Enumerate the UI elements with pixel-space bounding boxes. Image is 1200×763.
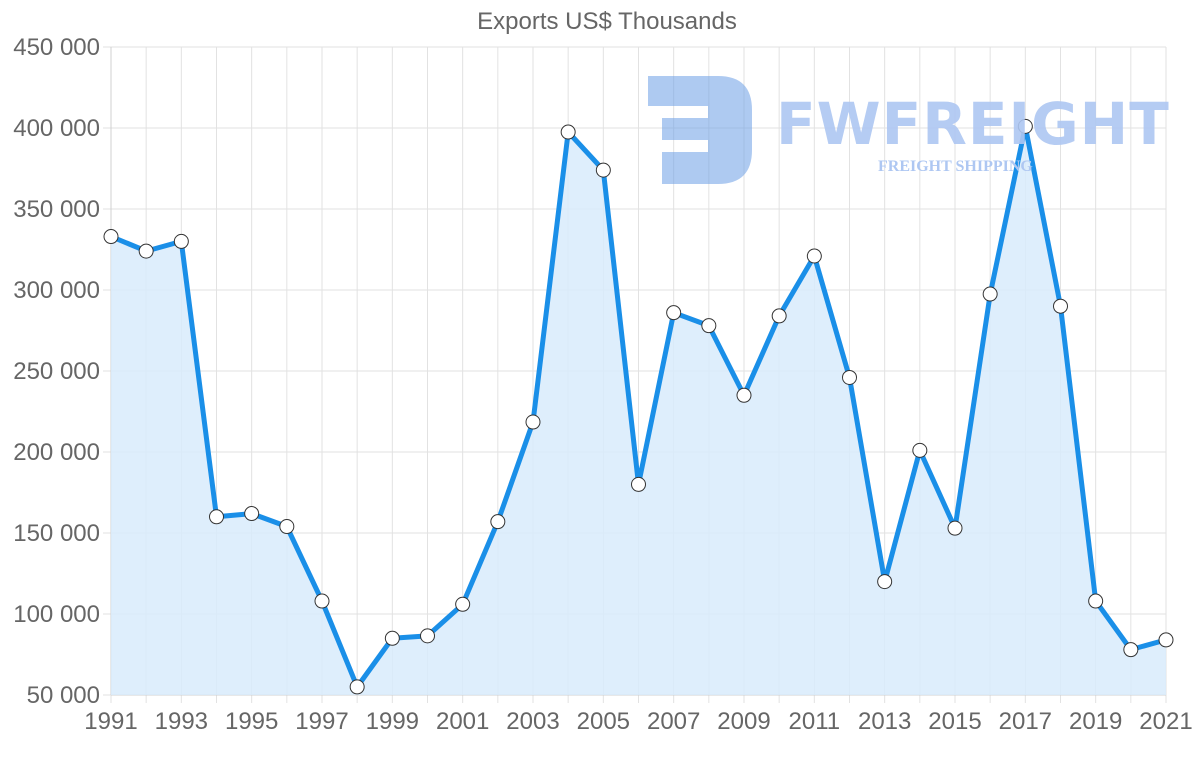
data-point[interactable] [173, 233, 189, 249]
x-tick-label: 1991 [84, 708, 137, 735]
data-point[interactable] [314, 593, 330, 609]
x-tick-label: 1993 [155, 708, 208, 735]
x-tick-label: 2011 [789, 708, 841, 735]
area-fill [111, 126, 1166, 695]
data-point[interactable] [912, 442, 928, 458]
y-axis: 50 000 100 000 150 000 200 000 250 000 300 00… [13, 34, 100, 709]
data-point[interactable] [279, 519, 295, 535]
data-point[interactable] [595, 162, 611, 178]
data-point[interactable] [877, 574, 893, 590]
data-point[interactable] [420, 628, 435, 644]
y-tick-label: 350 000 [13, 196, 100, 223]
data-point[interactable] [947, 520, 963, 536]
x-tick-label: 2005 [577, 708, 630, 735]
data-point[interactable] [138, 243, 154, 259]
x-tick-label: 2021 [1139, 708, 1192, 735]
data-points [103, 118, 1174, 695]
data-point[interactable] [244, 506, 260, 522]
data-point[interactable] [384, 630, 400, 646]
y-tick-label: 200 000 [13, 439, 100, 466]
data-point[interactable] [771, 308, 787, 324]
y-tick-label: 150 000 [13, 520, 100, 547]
watermark-logo-icon [648, 76, 752, 184]
x-tick-label: 2015 [928, 708, 981, 735]
data-point[interactable] [455, 596, 471, 612]
data-point[interactable] [736, 387, 752, 403]
data-point[interactable] [842, 369, 857, 385]
x-tick-label: 1997 [295, 708, 348, 735]
x-tick-label: 2017 [999, 708, 1052, 735]
chart-title: Exports US$ Thousands [477, 8, 737, 35]
x-tick-label: 2019 [1069, 708, 1122, 735]
y-tick-label: 450 000 [13, 34, 100, 61]
y-tick-label: 250 000 [13, 358, 100, 385]
x-tick-label: 1999 [366, 708, 419, 735]
x-tick-label: 2003 [506, 708, 559, 735]
data-point[interactable] [631, 476, 646, 492]
x-tick-label: 2007 [647, 708, 700, 735]
y-tick-label: 400 000 [13, 115, 100, 142]
x-tick-label: 2001 [436, 708, 489, 735]
data-point[interactable] [982, 286, 998, 302]
y-tick-label: 50 000 [27, 682, 100, 709]
data-point[interactable] [666, 305, 682, 321]
data-point[interactable] [103, 229, 119, 245]
data-point[interactable] [1123, 642, 1139, 658]
data-point[interactable] [1053, 298, 1068, 314]
x-tick-label: 1995 [225, 708, 278, 735]
y-tick-label: 100 000 [13, 601, 100, 628]
data-point[interactable] [209, 509, 224, 525]
y-tick-label: 300 000 [13, 277, 100, 304]
data-point[interactable] [701, 318, 717, 334]
data-point[interactable] [1158, 632, 1174, 648]
data-point[interactable] [1088, 593, 1104, 609]
data-point[interactable] [1017, 118, 1033, 134]
data-point[interactable] [349, 679, 365, 695]
data-point[interactable] [806, 248, 822, 264]
x-tick-label: 2013 [858, 708, 911, 735]
data-point[interactable] [525, 414, 541, 430]
x-tick-label: 2009 [717, 708, 770, 735]
x-axis: 1991 1993 1995 1997 1999 2001 2003 2005 2007 2009… [84, 708, 1192, 735]
data-point[interactable] [490, 514, 506, 530]
data-point[interactable] [560, 124, 576, 140]
